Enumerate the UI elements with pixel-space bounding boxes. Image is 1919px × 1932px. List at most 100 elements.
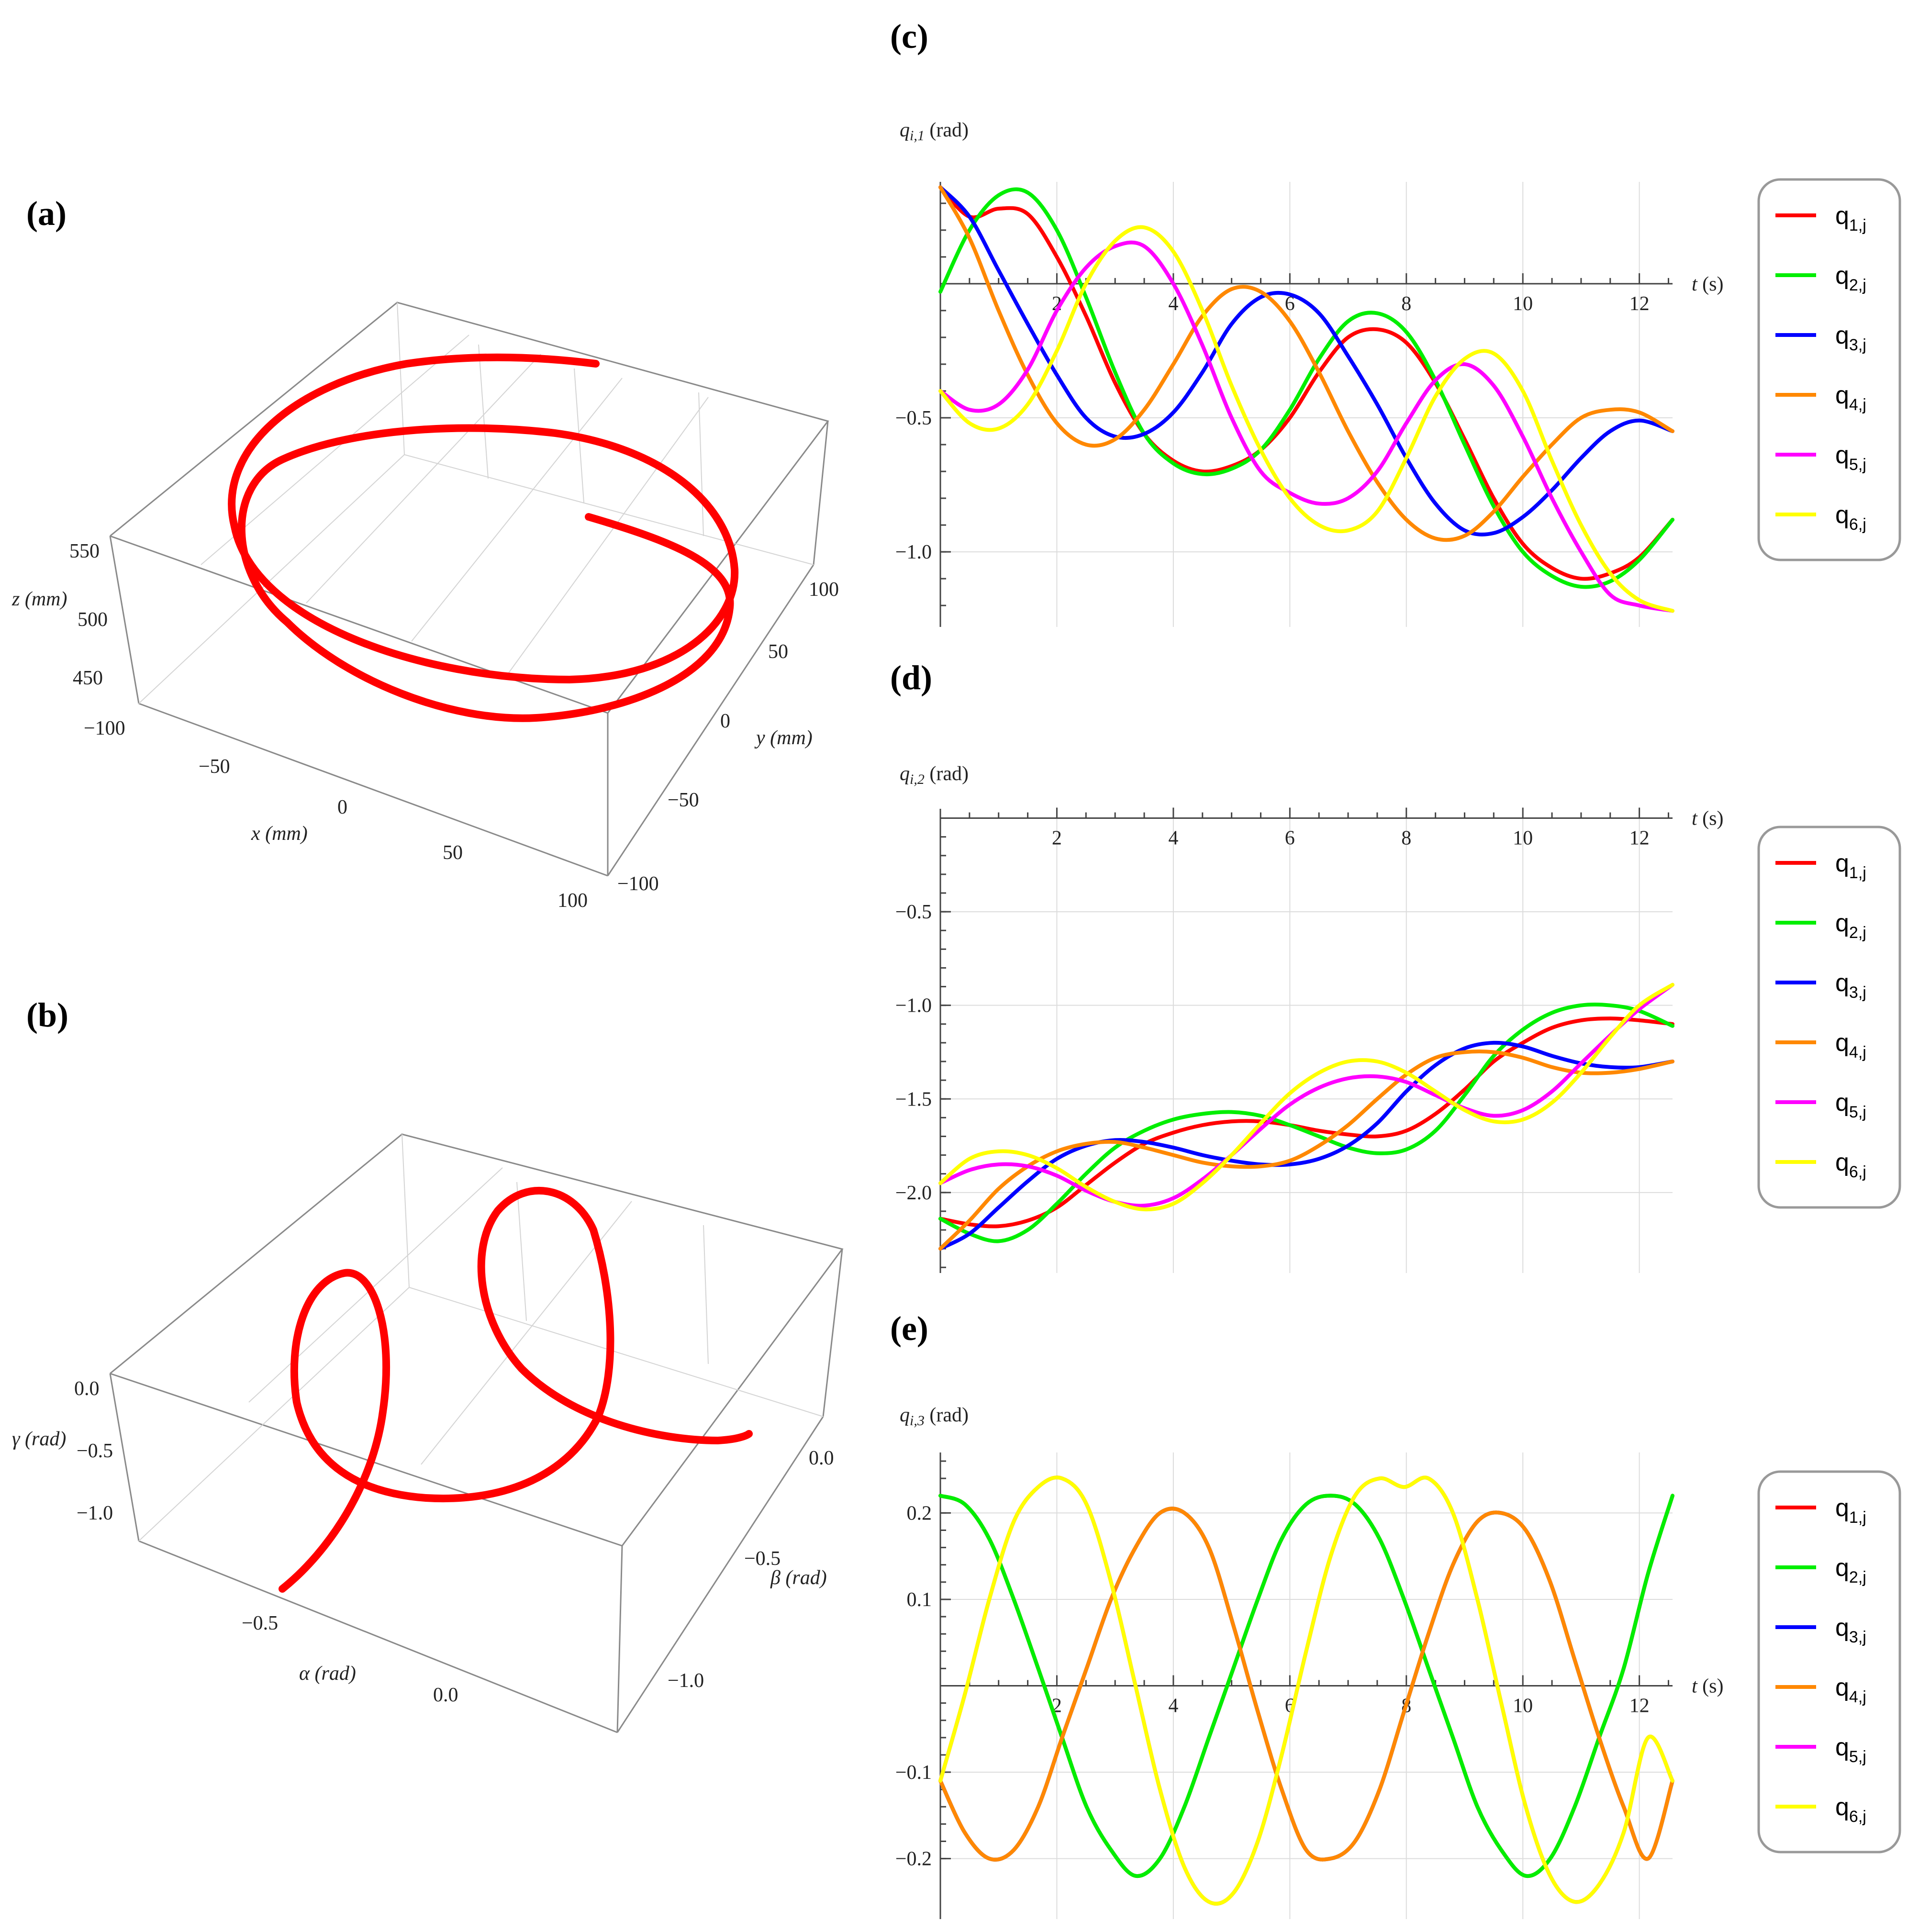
legend-label-q4: q4,j <box>1835 381 1866 414</box>
y-tick: −50 <box>668 789 699 811</box>
legend-label-q3: q3,j <box>1835 969 1866 1002</box>
x-tick-label: 8 <box>1401 827 1411 849</box>
chart-d: −0.5 −1.0 −1.5 −2.0 2 4 6 8 10 12 qi,2 (rad) t (s) <box>895 763 1724 1273</box>
plot-b-x-label: α (rad) <box>299 1663 356 1685</box>
x-tick: 50 <box>443 842 463 864</box>
series-line-q6 <box>938 983 1674 1212</box>
x-tick-label: 4 <box>1168 293 1178 315</box>
legend-label-q5: q5,j <box>1835 1733 1866 1766</box>
z-tick: −1.0 <box>77 1502 113 1524</box>
x-tick: −100 <box>84 717 125 739</box>
plot-a-y-ticks: 100 50 0 −50 −100 <box>617 579 839 895</box>
plot-b-z-ticks: 0.0 −0.5 −1.0 <box>74 1378 113 1524</box>
x-tick-label: 10 <box>1513 827 1533 849</box>
series-line-q4 <box>938 1050 1674 1251</box>
series-line-q6 <box>938 225 1674 613</box>
x-axis-label: t (s) <box>1692 808 1724 830</box>
series-line-q2 <box>938 1002 1674 1243</box>
legend-label-q5: q5,j <box>1835 441 1866 474</box>
plot-b-y-ticks: 0.0 −0.5 −1.0 <box>668 1447 834 1692</box>
x-tick-label: 12 <box>1629 293 1650 315</box>
series-line-q5 <box>938 983 1674 1208</box>
y-tick-label: −1.5 <box>895 1088 932 1110</box>
z-tick: 450 <box>73 667 103 689</box>
x-tick: −50 <box>199 756 230 778</box>
y-tick-label: 0.2 <box>907 1502 932 1524</box>
y-tick-label: −2.0 <box>895 1182 932 1204</box>
z-tick: 500 <box>78 609 108 631</box>
z-tick: 550 <box>69 540 100 562</box>
plot-b-y-label: β (rad) <box>770 1567 827 1589</box>
series-line-q2 <box>938 187 1674 589</box>
legend-label-q5: q5,j <box>1835 1089 1866 1121</box>
y-tick: 100 <box>809 579 839 601</box>
x-tick-label: 6 <box>1285 827 1295 849</box>
plot-a-x-ticks: −100 −50 0 50 100 <box>84 717 588 912</box>
legend-label-q3: q3,j <box>1835 322 1866 354</box>
x-tick: 0 <box>337 796 347 818</box>
series-line-q6 <box>938 1475 1674 1906</box>
legend-label-q2: q2,j <box>1835 1554 1866 1586</box>
x-tick-label: 2 <box>1052 827 1062 849</box>
series-line-q5 <box>938 240 1674 613</box>
legend-label-q6: q6,j <box>1835 501 1866 534</box>
x-tick: −0.5 <box>242 1612 278 1634</box>
legend-label-q6: q6,j <box>1835 1149 1866 1181</box>
plot-a-3d-trajectory: 550 500 450 z (mm) −100 −50 0 50 100 x (… <box>11 302 839 912</box>
x-tick: 0.0 <box>433 1684 458 1706</box>
legend-label-q3: q3,j <box>1835 1614 1866 1646</box>
series-line-q4 <box>938 1507 1674 1862</box>
y-tick-label: 0.1 <box>907 1589 932 1611</box>
y-tick: −100 <box>617 873 659 895</box>
legend-label-q4: q4,j <box>1835 1029 1866 1061</box>
plot-b-x-ticks: −0.5 0.0 <box>242 1612 458 1706</box>
plot-a-box <box>109 302 829 877</box>
y-axis-label: qi,1 (rad) <box>900 119 969 144</box>
z-tick: −0.5 <box>77 1440 113 1462</box>
panel-label-d: (d) <box>890 659 932 697</box>
plot-a-curve <box>228 353 739 722</box>
y-tick-label: −0.2 <box>895 1848 932 1870</box>
y-tick: −0.5 <box>744 1548 781 1570</box>
plot-a-z-label: z (mm) <box>11 588 67 610</box>
x-tick-label: 4 <box>1168 1695 1178 1717</box>
plot-a-y-label: y (mm) <box>754 727 813 749</box>
plot-b-z-label: γ (rad) <box>12 1428 66 1450</box>
legend-label-q2: q2,j <box>1835 262 1866 294</box>
y-tick: 50 <box>768 641 788 663</box>
legend-label-q6: q6,j <box>1835 1793 1866 1826</box>
legend-d: q1,j q2,j q3,j q4,j q5,j q6,j <box>1757 826 1901 1209</box>
y-tick-label: −0.5 <box>895 901 932 923</box>
y-tick-label: −0.5 <box>895 407 932 429</box>
y-tick: −1.0 <box>668 1670 704 1692</box>
legend-label-q2: q2,j <box>1835 909 1866 942</box>
y-tick: 0.0 <box>809 1447 834 1469</box>
plot-b-curve <box>279 1186 753 1593</box>
plot-a-x-label: x (mm) <box>251 823 308 845</box>
x-tick-label: 12 <box>1629 1695 1650 1717</box>
series-line-q3 <box>938 1507 1674 1862</box>
y-tick-label: −0.1 <box>895 1762 932 1784</box>
legend-e: q1,j q2,j q3,j q4,j q5,j q6,j <box>1757 1470 1901 1854</box>
y-axis-label: qi,2 (rad) <box>900 763 969 787</box>
panel-label-e: (e) <box>890 1309 928 1348</box>
z-tick: 0.0 <box>74 1378 100 1400</box>
plot-b-3d-orientation: 0.0 −0.5 −1.0 γ (rad) −0.5 0.0 α (rad) 0… <box>12 1133 844 1733</box>
series-line-q3 <box>938 1040 1674 1251</box>
plot-b-box <box>109 1133 844 1733</box>
series-line-q1 <box>938 1016 1674 1228</box>
x-tick-label: 10 <box>1513 1695 1533 1717</box>
legend-frame <box>1757 178 1901 561</box>
x-tick-label: 4 <box>1168 827 1178 849</box>
panel-label-a: (a) <box>26 194 67 233</box>
y-tick-label: −1.0 <box>895 541 932 563</box>
x-axis-label: t (s) <box>1692 1675 1724 1697</box>
panel-label-b: (b) <box>26 996 68 1034</box>
legend-label-q1: q1,j <box>1835 202 1866 235</box>
x-tick-label: 10 <box>1513 293 1533 315</box>
x-tick-label: 12 <box>1629 827 1650 849</box>
y-axis-label: qi,3 (rad) <box>900 1404 969 1429</box>
